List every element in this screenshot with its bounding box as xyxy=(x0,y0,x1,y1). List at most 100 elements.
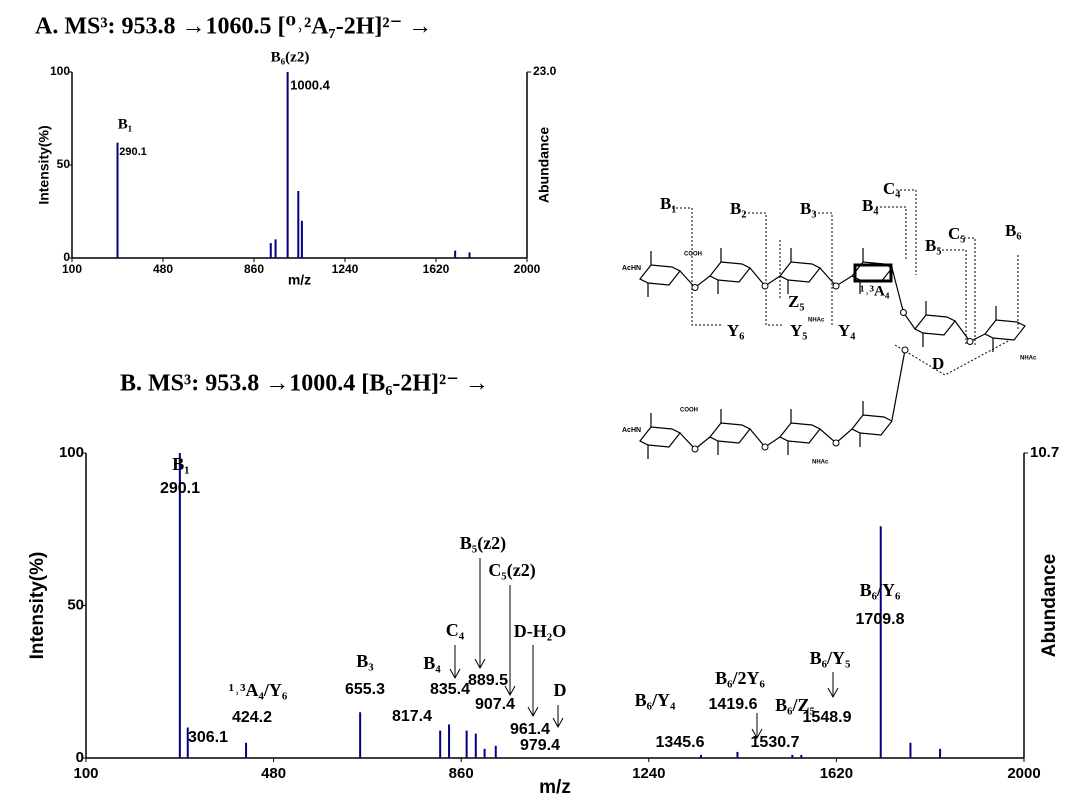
y2-tick-label: 10.7 xyxy=(1030,444,1059,461)
diagram-group: AcHN xyxy=(622,427,641,434)
cleavage-line xyxy=(938,249,967,345)
x-tick-label: 1620 xyxy=(423,262,450,276)
peak-ion-label: B₄ xyxy=(423,653,441,673)
diagram-label: D xyxy=(932,354,944,373)
peak-mz-label: 290.1 xyxy=(119,146,147,158)
diagram-label: B₅ xyxy=(925,236,941,255)
chart-title: A. MS³: 953.8 →1060.5 [⁰˒²A₇-2H]²⁻ → xyxy=(35,14,432,40)
cleavage-line xyxy=(672,207,722,326)
sugar-ring xyxy=(639,264,681,286)
rings xyxy=(639,248,1026,459)
peak-mz-label: 1548.9 xyxy=(803,709,852,726)
peak-ion-label: B₆(z2) xyxy=(271,49,310,65)
cleavage-line xyxy=(744,212,782,326)
peak-mz-label: 306.1 xyxy=(188,729,228,746)
x-tick-label: 480 xyxy=(261,765,286,782)
glycan-diagram: B₁ B₂ B₃ B₄ C₄ B₅ C₅ B₆ Z₅ Y₆ Y₅ Y₄ ¹˒³A… xyxy=(622,179,1037,466)
y-tick-label: 0 xyxy=(76,749,84,766)
peak-ion-label: C₅(z2) xyxy=(488,560,535,581)
y-tick-label: 50 xyxy=(67,596,84,613)
y2-axis-label: Abundance xyxy=(1039,554,1060,657)
peak-ion-label: B₆/Z₅ xyxy=(775,695,815,715)
peak-ion-label: B₆/Y₄ xyxy=(635,690,676,710)
peak-mz-label: 835.4 xyxy=(430,681,470,698)
peak-mz-label: 424.2 xyxy=(232,709,272,726)
sugar-ring xyxy=(779,422,821,444)
x-tick-label: 2000 xyxy=(514,262,541,276)
diagram-label: Y₄ xyxy=(838,321,855,340)
diagram-label: Y₅ xyxy=(790,321,807,340)
x-tick-label: 1620 xyxy=(820,765,853,782)
linkage-oxygen xyxy=(832,282,840,290)
chart-title: B. MS³: 953.8 →1000.4 [B₆-2H]²⁻ → xyxy=(120,371,489,397)
diagram-label: Z₅ xyxy=(788,292,804,311)
annotation-arrowhead xyxy=(527,706,539,718)
annotation-arrowhead xyxy=(827,687,839,699)
y2-tick-label: 23.0 xyxy=(533,64,557,78)
peak-ion-label: B₃ xyxy=(356,651,374,671)
sugar-ring xyxy=(709,261,751,283)
y2-axis-label: Abundance xyxy=(536,127,552,203)
annotation-arrowhead xyxy=(474,658,486,670)
sugar-ring xyxy=(984,319,1026,341)
linkage-oxygen xyxy=(966,338,974,345)
peak-ion-label: B₁ xyxy=(172,454,189,474)
diagram-group: NHAc xyxy=(812,460,829,466)
linkage xyxy=(891,267,916,330)
x-axis-label: m/z xyxy=(288,272,311,288)
linkage-oxygen xyxy=(832,439,840,447)
peak-mz-label: 1709.8 xyxy=(856,611,905,628)
peak-ion-label: D xyxy=(554,680,567,700)
diagram-label: B₂ xyxy=(730,199,746,218)
cross-ring-cleavage xyxy=(853,263,893,283)
diagram-group: COOH xyxy=(684,252,702,258)
diagram-group: NHAc xyxy=(1020,356,1037,362)
x-tick-label: 1240 xyxy=(632,765,665,782)
y-tick-label: 0 xyxy=(63,250,70,264)
y-tick-label: 50 xyxy=(57,157,71,171)
x-tick-label: 1240 xyxy=(332,262,359,276)
linkage xyxy=(891,349,906,421)
peak-ion-label: C₄ xyxy=(446,620,465,640)
peak-mz-label: 817.4 xyxy=(392,708,432,725)
x-tick-label: 860 xyxy=(449,765,474,782)
sugar-ring xyxy=(639,426,681,448)
diagram-label: ¹˒³A₄ xyxy=(860,283,890,299)
x-tick-label: 860 xyxy=(244,262,264,276)
peak-mz-label: 1530.7 xyxy=(751,734,800,751)
x-tick-label: 100 xyxy=(62,262,82,276)
peak-ion-label: B₆/2Y₆ xyxy=(715,668,765,688)
annotation-arrowhead xyxy=(751,728,763,740)
peak-ion-label: B₆/Y₆ xyxy=(860,580,901,600)
peak-mz-label: 290.1 xyxy=(160,480,200,497)
peak-ion-label: B₅(z2) xyxy=(460,533,506,554)
y-axis-label: Intensity(%) xyxy=(27,552,48,660)
sugar-ring xyxy=(851,414,893,436)
x-axis-label: m/z xyxy=(539,777,571,798)
diagram-label: C₄ xyxy=(883,179,900,198)
diagram-label: B₁ xyxy=(660,194,676,213)
sugar-ring xyxy=(914,314,956,336)
charts: A. MS³: 953.8 →1060.5 [⁰˒²A₇-2H]²⁻ → 100 4… xyxy=(27,14,1060,799)
linkage-oxygen xyxy=(691,284,699,291)
diagram-group: COOH xyxy=(680,408,698,414)
diagram-group: AcHN xyxy=(622,265,641,272)
peak-mz-label: 979.4 xyxy=(520,737,560,754)
cleavage-line xyxy=(876,206,907,260)
peak-mz-label: 889.5 xyxy=(468,672,508,689)
sugar-ring xyxy=(779,261,821,283)
peak-mz-label: 1419.6 xyxy=(709,696,758,713)
sugar-ring xyxy=(709,422,751,444)
linkage-oxygen xyxy=(900,309,907,316)
diagram-group: NHAc xyxy=(808,318,825,324)
peak-ion-label: ¹˒³A₄/Y₆ xyxy=(229,680,288,700)
peak-mz-label: 907.4 xyxy=(475,696,515,713)
diagram-label: B₆ xyxy=(1005,221,1021,240)
x-tick-label: 480 xyxy=(153,262,173,276)
diagram-label: C₅ xyxy=(948,224,965,243)
peak-mz-label: 655.3 xyxy=(345,681,385,698)
y-axis-label: Intensity(%) xyxy=(36,125,52,204)
cleavage-line xyxy=(896,189,917,275)
annotation-arrowhead xyxy=(552,717,564,729)
peak-mz-label: 1345.6 xyxy=(656,734,705,751)
